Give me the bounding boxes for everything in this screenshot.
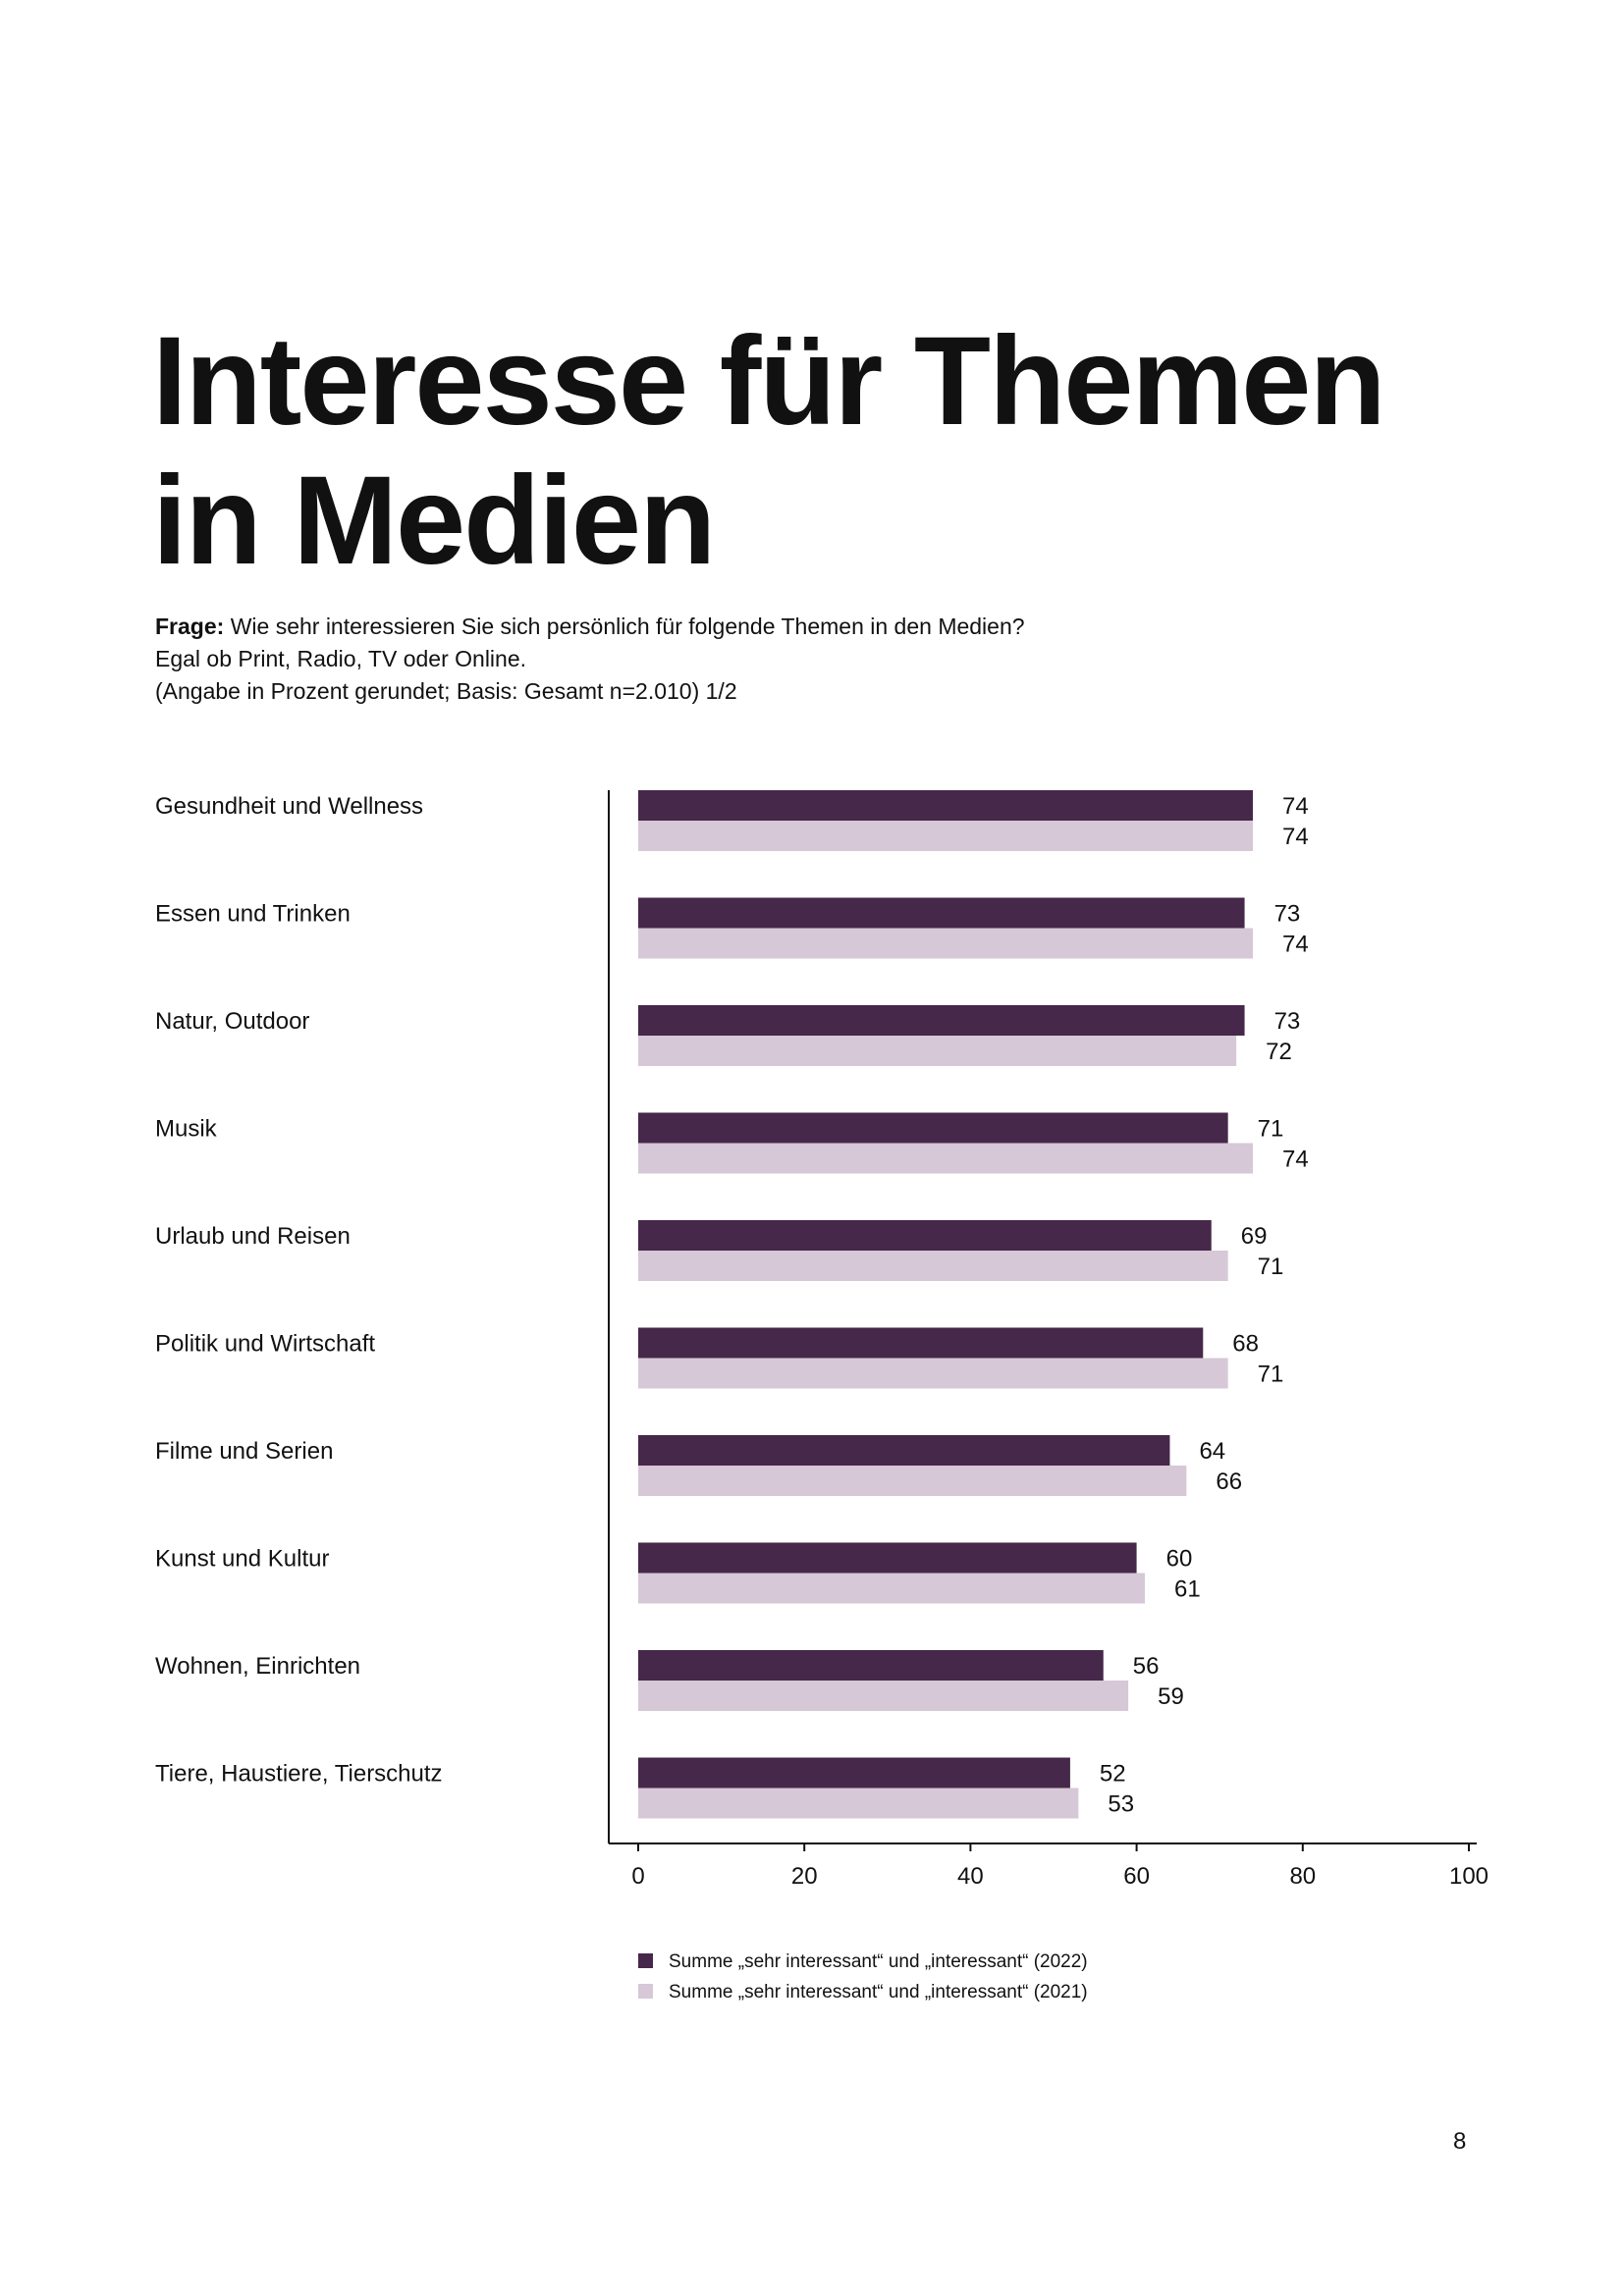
category-label: Tiere, Haustiere, Tierschutz <box>155 1761 443 1788</box>
bar-2022 <box>638 790 1254 821</box>
bar-chart: 0 20 40 60 80 100 Gesundheit und Wellness 74 74 E… <box>155 790 1489 2002</box>
category-label: Musik <box>155 1116 218 1143</box>
question-line-2: Egal ob Print, Radio, TV oder Online. <box>155 646 527 671</box>
bar-2021 <box>638 1251 1228 1281</box>
category-label: Essen und Trinken <box>155 901 351 928</box>
category-label: Natur, Outdoor <box>155 1008 309 1035</box>
value-label: 68 <box>1232 1331 1259 1358</box>
value-label: 74 <box>1282 793 1309 820</box>
bar-2021 <box>638 1788 1079 1819</box>
value-label: 52 <box>1100 1761 1126 1788</box>
x-tick-label: 0 <box>631 1863 644 1890</box>
category-label: Urlaub und Reisen <box>155 1223 351 1250</box>
x-tick-label: 20 <box>791 1863 818 1890</box>
page-title: Interesse für Themen in Medien <box>152 311 1386 591</box>
value-label: 56 <box>1133 1653 1160 1680</box>
value-label: 72 <box>1266 1039 1292 1065</box>
bar-2021 <box>638 1036 1237 1066</box>
value-label: 71 <box>1258 1362 1284 1388</box>
value-label: 73 <box>1274 901 1301 928</box>
question-line-3: (Angabe in Prozent gerundet; Basis: Gesa… <box>155 678 737 704</box>
category-label: Gesundheit und Wellness <box>155 793 423 820</box>
value-label: 74 <box>1282 1147 1309 1173</box>
category-label: Politik und Wirtschaft <box>155 1331 375 1358</box>
bar-2021 <box>638 821 1254 851</box>
bar-2022 <box>638 1650 1104 1681</box>
bar-2021 <box>638 1143 1254 1174</box>
bar-2021 <box>638 1358 1228 1389</box>
value-label: 71 <box>1258 1254 1284 1280</box>
bar-2022 <box>638 1220 1212 1251</box>
bar-2022 <box>638 1435 1170 1466</box>
value-label: 60 <box>1166 1546 1193 1573</box>
x-tick-label: 40 <box>957 1863 984 1890</box>
legend-label-2022: Summe „sehr interessant“ und „interessan… <box>669 1951 1088 1972</box>
value-label: 71 <box>1258 1116 1284 1143</box>
value-label: 74 <box>1282 824 1309 850</box>
bar-2021 <box>638 1681 1129 1711</box>
category-label: Wohnen, Einrichten <box>155 1653 360 1680</box>
x-tick-label: 100 <box>1449 1863 1489 1890</box>
legend-swatch-2022 <box>638 1953 653 1968</box>
question-label: Frage: <box>155 614 225 639</box>
title-line-1: Interesse für Themen <box>152 311 1386 452</box>
x-tick-label: 80 <box>1289 1863 1316 1890</box>
bar-2021 <box>638 1573 1146 1604</box>
value-label: 73 <box>1274 1008 1301 1035</box>
value-label: 66 <box>1216 1468 1242 1495</box>
value-label: 61 <box>1174 1576 1201 1603</box>
legend-swatch-2021 <box>638 1984 653 1999</box>
title-line-2: in Medien <box>152 451 716 591</box>
page-number: 8 <box>1453 2128 1467 2155</box>
bar-2021 <box>638 1466 1187 1496</box>
bar-2022 <box>638 1005 1245 1036</box>
value-label: 69 <box>1241 1223 1268 1250</box>
question-text: Wie sehr interessieren Sie sich persönli… <box>230 614 1025 639</box>
category-label: Filme und Serien <box>155 1438 333 1465</box>
bar-2022 <box>638 1757 1070 1789</box>
bar-2022 <box>638 1327 1204 1359</box>
bar-2022 <box>638 1112 1228 1144</box>
question-line-1: Frage: Wie sehr interessieren Sie sich p… <box>155 611 1025 643</box>
bar-2022 <box>638 1542 1137 1574</box>
question-block: Frage: Wie sehr interessieren Sie sich p… <box>155 611 1025 708</box>
bar-2021 <box>638 928 1254 959</box>
value-label: 74 <box>1282 932 1309 958</box>
legend-label-2021: Summe „sehr interessant“ und „interessan… <box>669 1982 1088 2002</box>
x-tick-label: 60 <box>1123 1863 1150 1890</box>
bar-2022 <box>638 897 1245 929</box>
value-label: 59 <box>1158 1683 1184 1710</box>
value-label: 53 <box>1108 1791 1134 1818</box>
category-label: Kunst und Kultur <box>155 1546 329 1573</box>
value-label: 64 <box>1199 1438 1225 1465</box>
